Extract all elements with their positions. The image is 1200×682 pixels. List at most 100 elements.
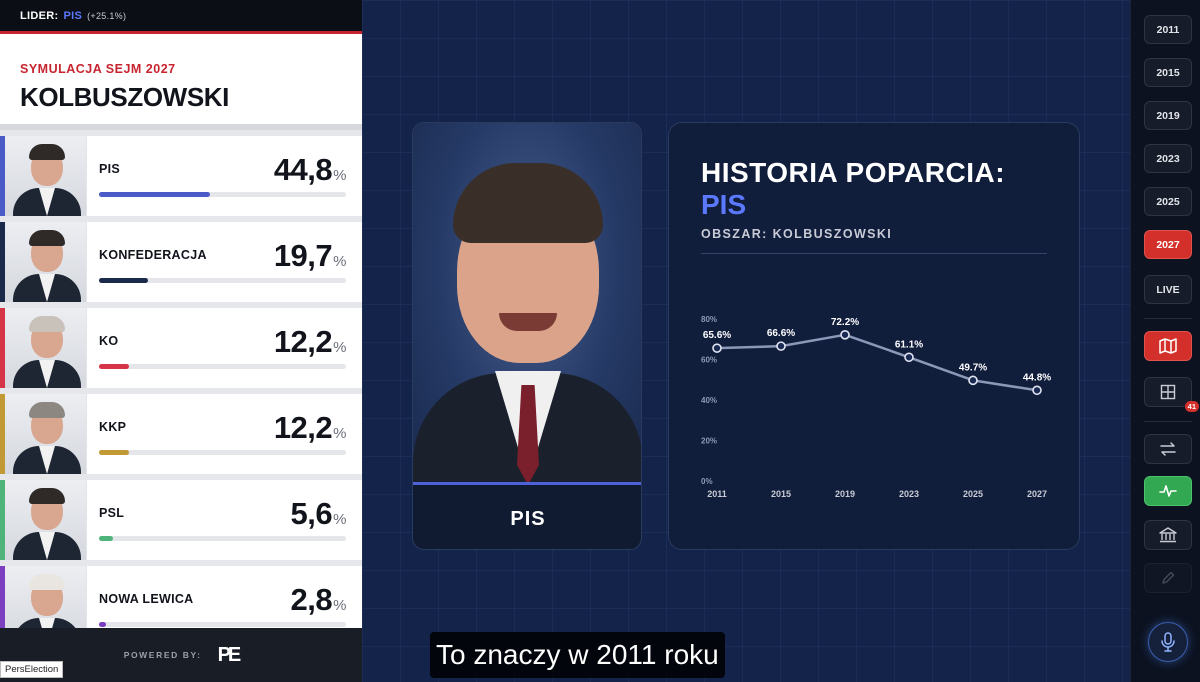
subtitle-caption: To znaczy w 2011 roku xyxy=(430,632,725,678)
share-bar-fill xyxy=(99,450,130,455)
year-button-2011[interactable]: 2011 xyxy=(1144,15,1192,44)
party-percentage: 19,7% xyxy=(273,238,347,273)
toolbar-divider xyxy=(1144,318,1192,319)
leader-party: PIS xyxy=(63,9,83,22)
data-point xyxy=(712,343,722,353)
y-tick-label: 20% xyxy=(701,437,717,446)
result-row[interactable]: KKP 12,2% xyxy=(0,394,362,474)
x-tick-label: 2011 xyxy=(707,489,727,499)
pencil-icon xyxy=(1162,571,1175,584)
party-percentage: 2,8% xyxy=(290,582,347,617)
party-color-stripe xyxy=(0,308,5,388)
panel-header: SYMULACJA SEJM 2027 KOLBUSZOWSKI xyxy=(0,34,362,130)
candidate-photo xyxy=(5,136,87,216)
share-bar xyxy=(99,622,346,627)
x-tick-label: 2023 xyxy=(899,489,919,499)
result-row[interactable]: KO 12,2% xyxy=(0,308,362,388)
share-bar xyxy=(99,536,346,541)
candidate-photo xyxy=(5,480,87,560)
brand-tag: PersElection xyxy=(0,661,64,678)
x-tick-label: 2027 xyxy=(1027,489,1047,499)
party-color-stripe xyxy=(0,566,5,646)
data-label: 65.6% xyxy=(703,330,731,341)
simulation-subtitle: SYMULACJA SEJM 2027 xyxy=(20,62,176,76)
share-bar-fill xyxy=(99,192,210,197)
candidate-party-caption: PIS xyxy=(510,508,546,530)
data-label: 44.8% xyxy=(1023,372,1051,383)
party-color-stripe xyxy=(0,222,5,302)
share-bar xyxy=(99,450,346,455)
constituency-title: KOLBUSZOWSKI xyxy=(20,82,229,112)
data-label: 72.2% xyxy=(831,317,859,328)
edit-button[interactable] xyxy=(1144,563,1192,593)
brand-logo: PE xyxy=(217,643,242,666)
y-tick-label: 80% xyxy=(701,315,717,324)
grid-view-button[interactable]: 41 xyxy=(1144,377,1199,412)
candidate-card[interactable]: PIS xyxy=(412,122,642,550)
year-button-2019[interactable]: 2019 xyxy=(1144,101,1192,130)
share-bar xyxy=(99,278,346,283)
share-bar xyxy=(99,192,346,197)
map-view-button[interactable] xyxy=(1144,331,1192,361)
result-row[interactable]: KONFEDERACJA 19,7% xyxy=(0,222,362,302)
results-list: PIS 44,8% KONFEDERACJA 19,7% KO 12,2% xyxy=(0,136,362,646)
party-color-stripe xyxy=(0,480,5,560)
leader-bar: LIDER: PIS (+25.1%) xyxy=(0,0,362,34)
data-point xyxy=(776,341,786,351)
data-point xyxy=(1032,385,1042,396)
support-line-chart: 0% 20% 40% 60% 80% 2011 2015 2019 2023 2025 2027 65… xyxy=(701,315,1051,499)
party-color-stripe xyxy=(0,136,5,216)
candidate-portrait xyxy=(413,123,641,485)
share-bar-fill xyxy=(99,622,106,627)
result-row[interactable]: PSL 5,6% xyxy=(0,480,362,560)
parliament-icon xyxy=(1159,527,1177,543)
party-percentage: 12,2% xyxy=(273,410,347,445)
main-stage: PIS HISTORIA POPARCIA: PIS OBSZAR: KOLBU… xyxy=(362,0,1130,682)
swap-button[interactable] xyxy=(1144,434,1192,464)
mic-icon xyxy=(1161,632,1175,652)
year-button-2025[interactable]: 2025 xyxy=(1144,187,1192,216)
party-name: PIS xyxy=(99,162,121,176)
x-tick-label: 2019 xyxy=(835,489,855,499)
parliament-button[interactable] xyxy=(1144,520,1192,550)
data-point xyxy=(968,375,978,386)
data-label: 61.1% xyxy=(895,339,923,350)
party-name: PSL xyxy=(99,506,125,520)
x-tick-label: 2015 xyxy=(771,489,791,499)
y-tick-label: 60% xyxy=(701,356,717,365)
trend-button[interactable] xyxy=(1144,476,1192,506)
y-tick-label: 40% xyxy=(701,396,717,405)
leader-delta: (+25.1%) xyxy=(87,10,127,21)
party-percentage: 12,2% xyxy=(273,324,347,359)
party-name: NOWA LEWICA xyxy=(99,592,194,606)
party-name: KONFEDERACJA xyxy=(99,248,207,262)
data-point xyxy=(904,352,914,363)
party-name: KO xyxy=(99,334,119,348)
data-point xyxy=(840,329,850,340)
data-label: 66.6% xyxy=(767,328,795,339)
history-title: HISTORIA POPARCIA: xyxy=(701,157,1006,188)
mic-button[interactable] xyxy=(1148,622,1188,662)
candidate-photo xyxy=(5,394,87,474)
leader-label: LIDER: xyxy=(20,9,59,22)
map-icon xyxy=(1159,338,1177,354)
candidate-photo xyxy=(5,308,87,388)
candidate-photo xyxy=(5,222,87,302)
results-panel: LIDER: PIS (+25.1%) SYMULACJA SEJM 2027 … xyxy=(0,0,362,682)
series-line xyxy=(716,333,1038,392)
history-divider xyxy=(701,253,1047,254)
party-percentage: 5,6% xyxy=(290,496,347,531)
share-bar xyxy=(99,364,346,369)
result-row[interactable]: PIS 44,8% xyxy=(0,136,362,216)
year-button-2015[interactable]: 2015 xyxy=(1144,58,1192,87)
history-party: PIS xyxy=(701,189,747,220)
year-button-2023[interactable]: 2023 xyxy=(1144,144,1192,173)
toolbar-divider xyxy=(1144,421,1192,422)
year-button-2027[interactable]: 2027 xyxy=(1144,230,1192,259)
share-bar-fill xyxy=(99,278,148,283)
swap-icon xyxy=(1160,442,1176,456)
live-button[interactable]: LIVE xyxy=(1144,275,1192,304)
party-name: KKP xyxy=(99,420,127,434)
share-bar-fill xyxy=(99,364,130,369)
history-area: OBSZAR: KOLBUSZOWSKI xyxy=(701,227,893,241)
